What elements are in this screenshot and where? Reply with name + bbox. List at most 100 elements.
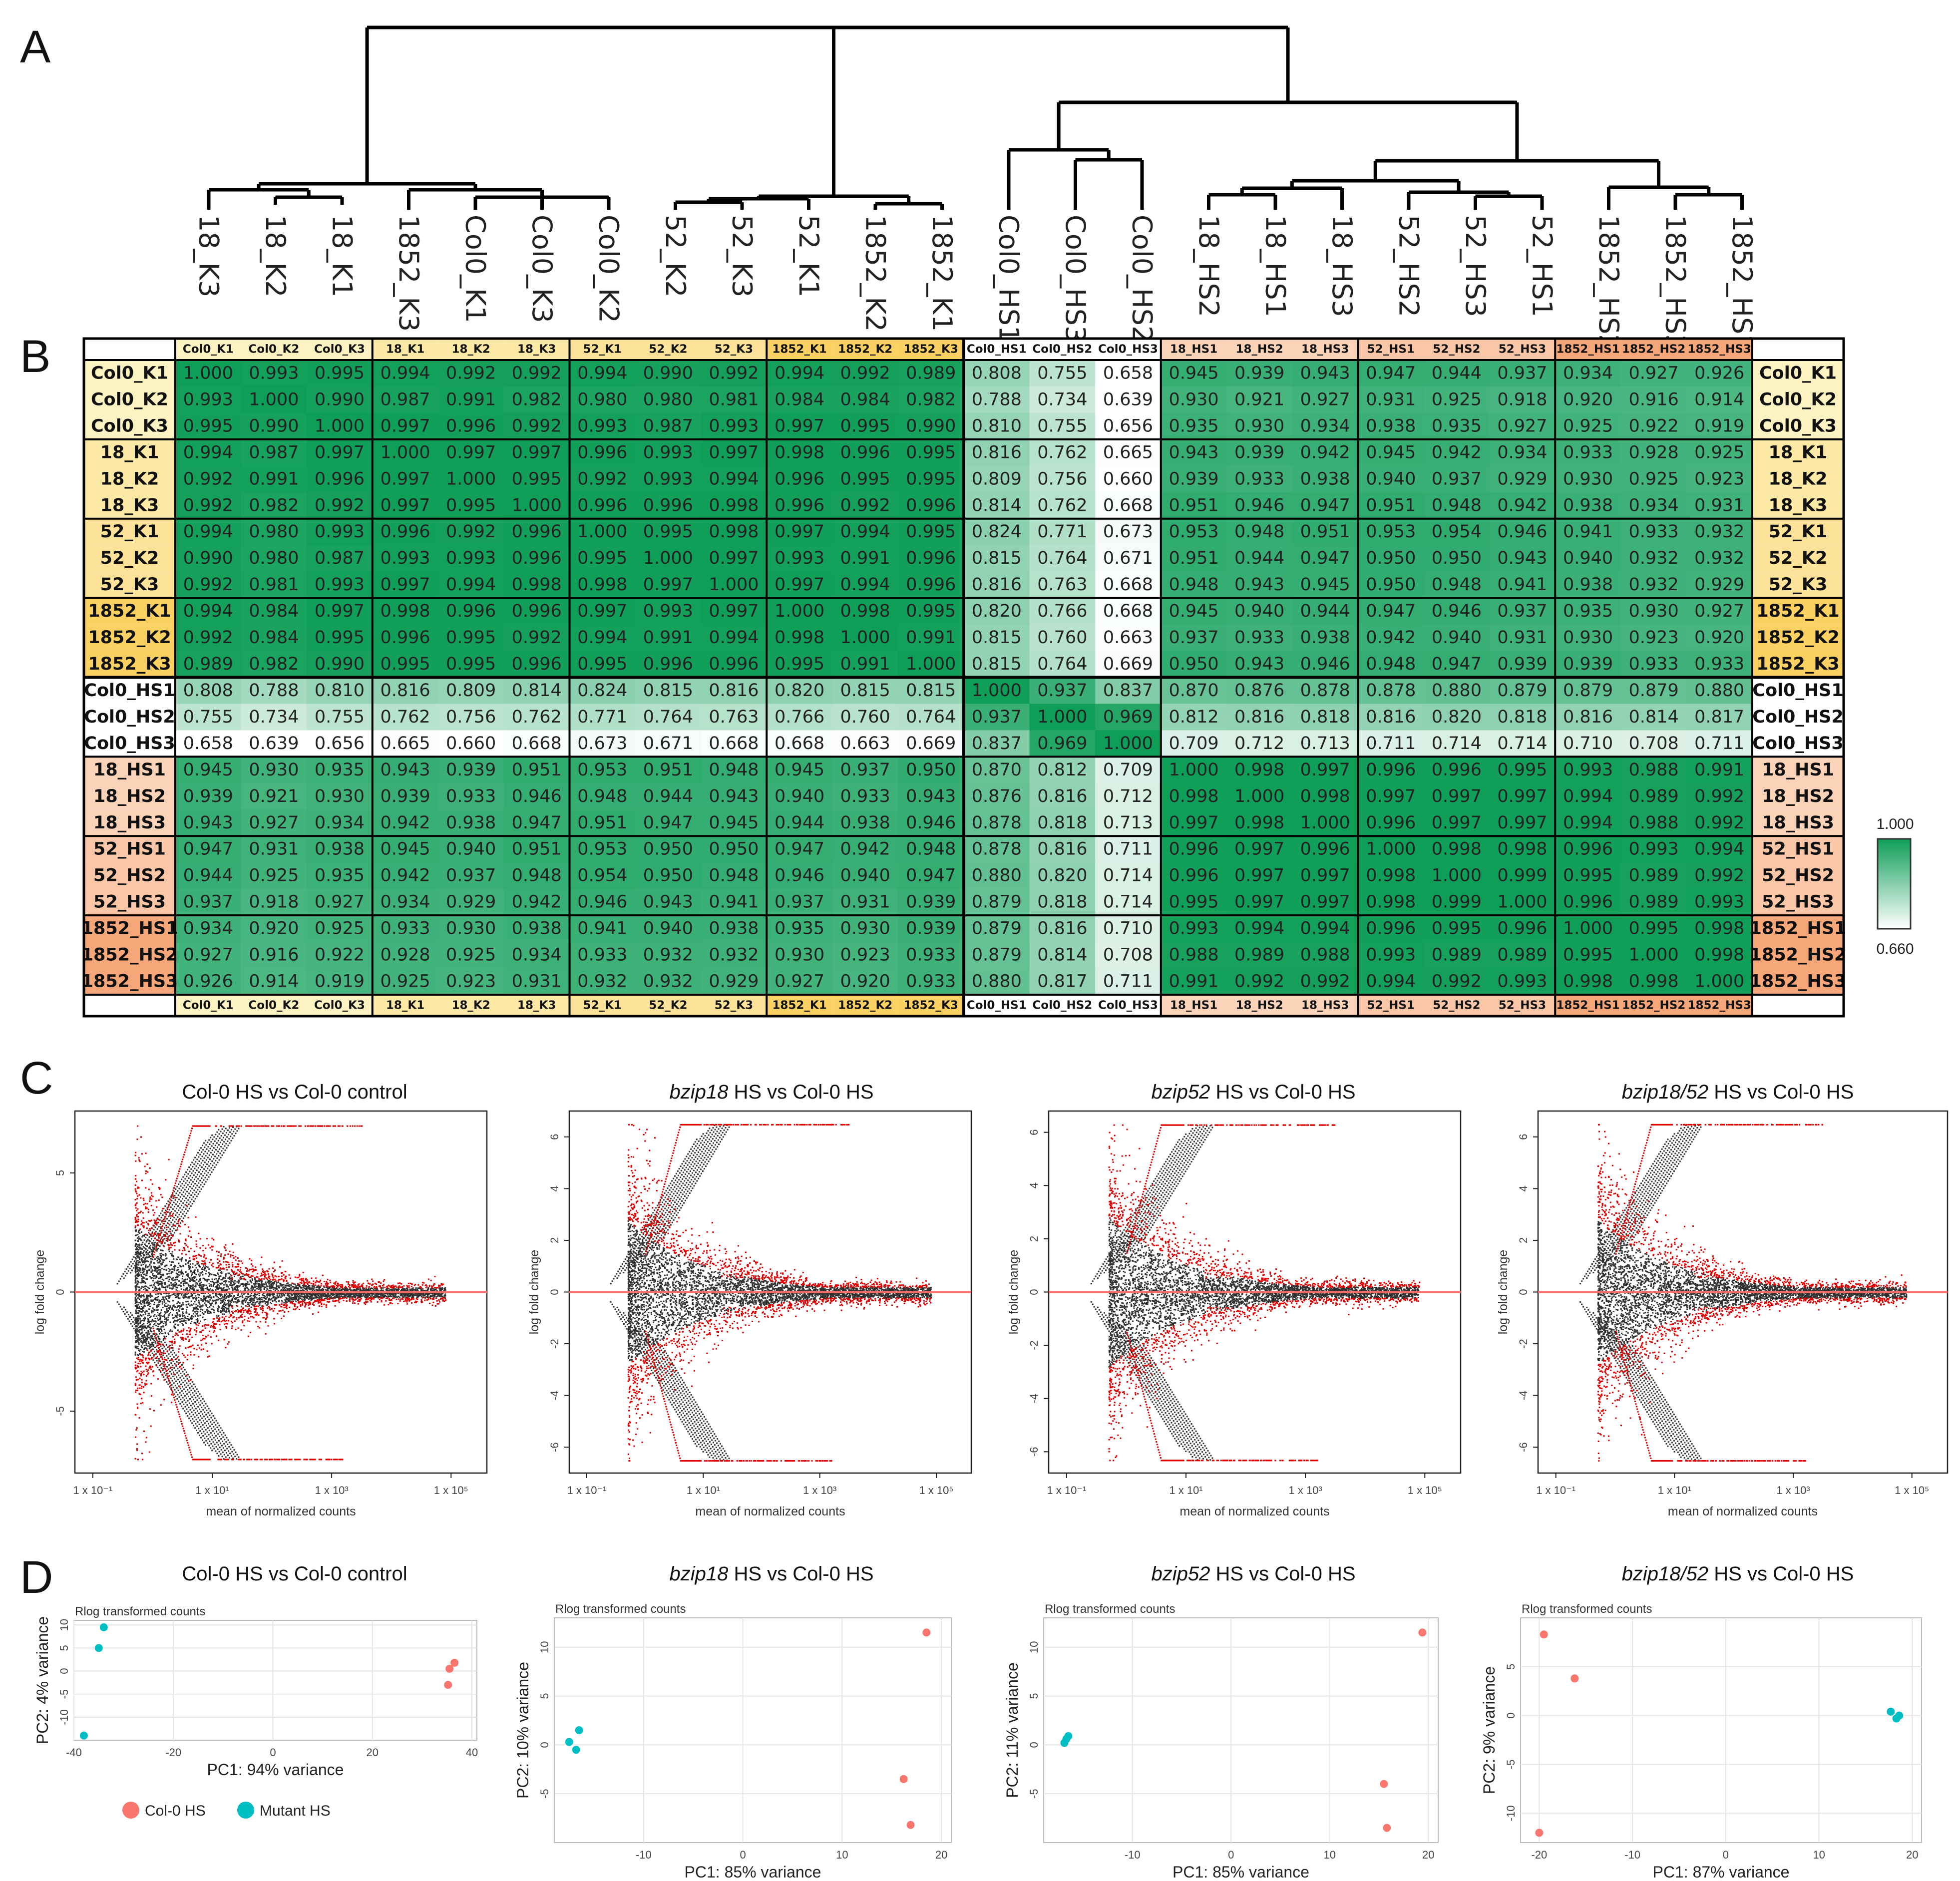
heatmap-cell-value: 0.995 bbox=[446, 495, 496, 515]
heatmap-cell-value: 0.947 bbox=[1432, 654, 1482, 674]
heatmap-cell-value: 1.000 bbox=[906, 654, 956, 674]
heatmap-cell-value: 0.658 bbox=[1103, 363, 1153, 383]
heatmap-cell-value: 0.946 bbox=[906, 813, 956, 833]
heatmap-cell-value: 0.997 bbox=[380, 469, 430, 489]
heatmap-cell-value: 0.942 bbox=[1366, 628, 1416, 648]
heatmap-cell-value: 0.948 bbox=[1432, 495, 1482, 515]
heatmap-cell-value: 0.947 bbox=[1366, 601, 1416, 621]
heatmap-cell-value: 0.997 bbox=[512, 442, 562, 462]
heatmap-cell-value: 0.820 bbox=[775, 681, 824, 701]
heatmap-cell-value: 0.878 bbox=[1366, 681, 1416, 701]
heatmap-cell-value: 0.938 bbox=[840, 813, 890, 833]
dendrogram-leaf-label: 18_HS1 bbox=[1260, 215, 1291, 317]
heatmap-cell-value: 0.995 bbox=[315, 628, 365, 648]
heatmap-cell-value: 0.945 bbox=[775, 760, 824, 780]
heatmap-cell-value: 0.994 bbox=[183, 601, 233, 621]
heatmap-cell-value: 0.919 bbox=[1694, 416, 1744, 436]
heatmap-cell-value: 0.755 bbox=[315, 707, 365, 727]
heatmap-cell-value: 0.921 bbox=[249, 786, 299, 806]
heatmap-cell-value: 0.837 bbox=[1103, 681, 1153, 701]
heatmap-cell-value: 0.969 bbox=[1103, 707, 1153, 727]
heatmap-cell-value: 0.940 bbox=[446, 839, 496, 859]
heatmap-cell-value: 0.984 bbox=[249, 628, 299, 648]
heatmap-cell-value: 1.000 bbox=[183, 363, 233, 383]
heatmap-cell-value: 0.997 bbox=[709, 601, 759, 621]
heatmap-cell-value: 0.940 bbox=[1366, 469, 1416, 489]
heatmap-cell-value: 0.992 bbox=[709, 363, 759, 383]
heatmap-cell-value: 0.951 bbox=[1169, 495, 1218, 515]
heatmap-cell-value: 0.951 bbox=[512, 760, 562, 780]
heatmap-cell-value: 0.994 bbox=[446, 575, 496, 595]
heatmap-cell-value: 0.953 bbox=[1169, 522, 1218, 542]
heatmap-cell-value: 0.940 bbox=[775, 786, 824, 806]
heatmap-cell-value: 0.951 bbox=[643, 760, 693, 780]
heatmap-cell-value: 0.812 bbox=[1169, 707, 1218, 727]
dendrogram-leaf-label: Col0_K1 bbox=[460, 215, 491, 323]
heatmap-cell-value: 0.932 bbox=[1629, 548, 1679, 568]
heatmap-cell-value: 0.815 bbox=[906, 681, 956, 701]
heatmap-cell-value: 0.673 bbox=[577, 734, 627, 753]
heatmap-cell-value: 1.000 bbox=[512, 495, 562, 515]
heatmap-cell-value: 0.818 bbox=[1037, 813, 1087, 833]
heatmap-cell-value: 0.951 bbox=[577, 813, 627, 833]
heatmap-cell-value: 0.939 bbox=[183, 786, 233, 806]
heatmap-cell-value: 0.944 bbox=[643, 786, 693, 806]
heatmap-cell-value: 0.991 bbox=[840, 548, 890, 568]
heatmap-cell-value: 0.996 bbox=[840, 442, 890, 462]
heatmap-cell-value: 0.939 bbox=[1497, 654, 1547, 674]
heatmap-cell-value: 0.947 bbox=[906, 866, 956, 886]
heatmap-cell-value: 0.820 bbox=[972, 601, 1022, 621]
heatmap-cell-value: 0.763 bbox=[709, 707, 759, 727]
heatmap-cell-value: 0.987 bbox=[249, 442, 299, 462]
heatmap-cell-value: 0.951 bbox=[1366, 495, 1416, 515]
heatmap-cell-value: 0.665 bbox=[1103, 442, 1153, 462]
heatmap-cell-value: 0.639 bbox=[1103, 389, 1153, 409]
heatmap-cell-value: 0.816 bbox=[972, 575, 1022, 595]
heatmap-cell-value: 0.996 bbox=[1169, 839, 1218, 859]
heatmap-cell-value: 0.990 bbox=[249, 416, 299, 436]
heatmap-cell-value: 0.668 bbox=[1103, 575, 1153, 595]
heatmap-cell-value: 0.940 bbox=[840, 866, 890, 886]
heatmap-cell-value: 0.993 bbox=[643, 469, 693, 489]
heatmap-cell-value: 0.998 bbox=[1366, 866, 1416, 886]
heatmap-cell-value: 0.951 bbox=[1169, 548, 1218, 568]
dendrogram-leaf-label: Col0_HS3 bbox=[1060, 215, 1091, 343]
heatmap-cell-value: 1.000 bbox=[577, 522, 627, 542]
heatmap-cell-value: 0.947 bbox=[643, 813, 693, 833]
heatmap-cell-value: 0.994 bbox=[183, 442, 233, 462]
heatmap-cell-value: 0.992 bbox=[446, 522, 496, 542]
dendrogram-leaf-label: Col0_HS2 bbox=[1127, 215, 1158, 343]
heatmap-cell-value: 0.950 bbox=[1432, 548, 1482, 568]
dendrogram-leaf-label: 52_K1 bbox=[793, 215, 824, 297]
heatmap-cell-value: 0.671 bbox=[643, 734, 693, 753]
heatmap-cell-value: 0.997 bbox=[775, 522, 824, 542]
heatmap-cell-value: 1.000 bbox=[249, 389, 299, 409]
heatmap-cell-value: 0.930 bbox=[1234, 416, 1284, 436]
heatmap-cell-value: 0.942 bbox=[380, 813, 430, 833]
heatmap-cell-value: 0.876 bbox=[1234, 681, 1284, 701]
dendrogram-leaf-label: 1852_HS1 bbox=[1726, 215, 1758, 352]
heatmap-cell-value: 0.931 bbox=[249, 839, 299, 859]
dendrogram-leaf-label: 52_HS1 bbox=[1527, 215, 1558, 317]
heatmap-cell-value: 0.995 bbox=[183, 416, 233, 436]
heatmap-cell-value: 0.935 bbox=[315, 760, 365, 780]
dendrogram-leaf-label: 1852_K3 bbox=[393, 215, 424, 332]
heatmap-cell-value: 0.998 bbox=[1234, 813, 1284, 833]
heatmap-cell-value: 0.880 bbox=[1694, 681, 1744, 701]
heatmap-cell-value: 0.671 bbox=[1103, 548, 1153, 568]
heatmap-cell-value: 0.942 bbox=[1497, 495, 1547, 515]
heatmap-cell-value: 0.948 bbox=[1234, 522, 1284, 542]
heatmap-cell-value: 0.931 bbox=[1366, 389, 1416, 409]
heatmap-cell-value: 0.994 bbox=[183, 522, 233, 542]
heatmap-cell-value: 0.997 bbox=[775, 575, 824, 595]
heatmap-cell-value: 0.818 bbox=[1300, 707, 1350, 727]
heatmap-cell-value: 0.996 bbox=[1366, 760, 1416, 780]
heatmap-cell-value: 0.995 bbox=[840, 416, 890, 436]
heatmap-cell-value: 0.933 bbox=[1234, 628, 1284, 648]
heatmap-cell-value: 0.764 bbox=[1037, 548, 1087, 568]
heatmap-cell-value: 0.951 bbox=[1300, 522, 1350, 542]
heatmap-cell-value: 0.981 bbox=[709, 389, 759, 409]
heatmap-cell-value: 0.992 bbox=[183, 495, 233, 515]
heatmap-cell-value: 0.937 bbox=[1037, 681, 1087, 701]
heatmap-cell-value: 0.991 bbox=[1694, 760, 1744, 780]
